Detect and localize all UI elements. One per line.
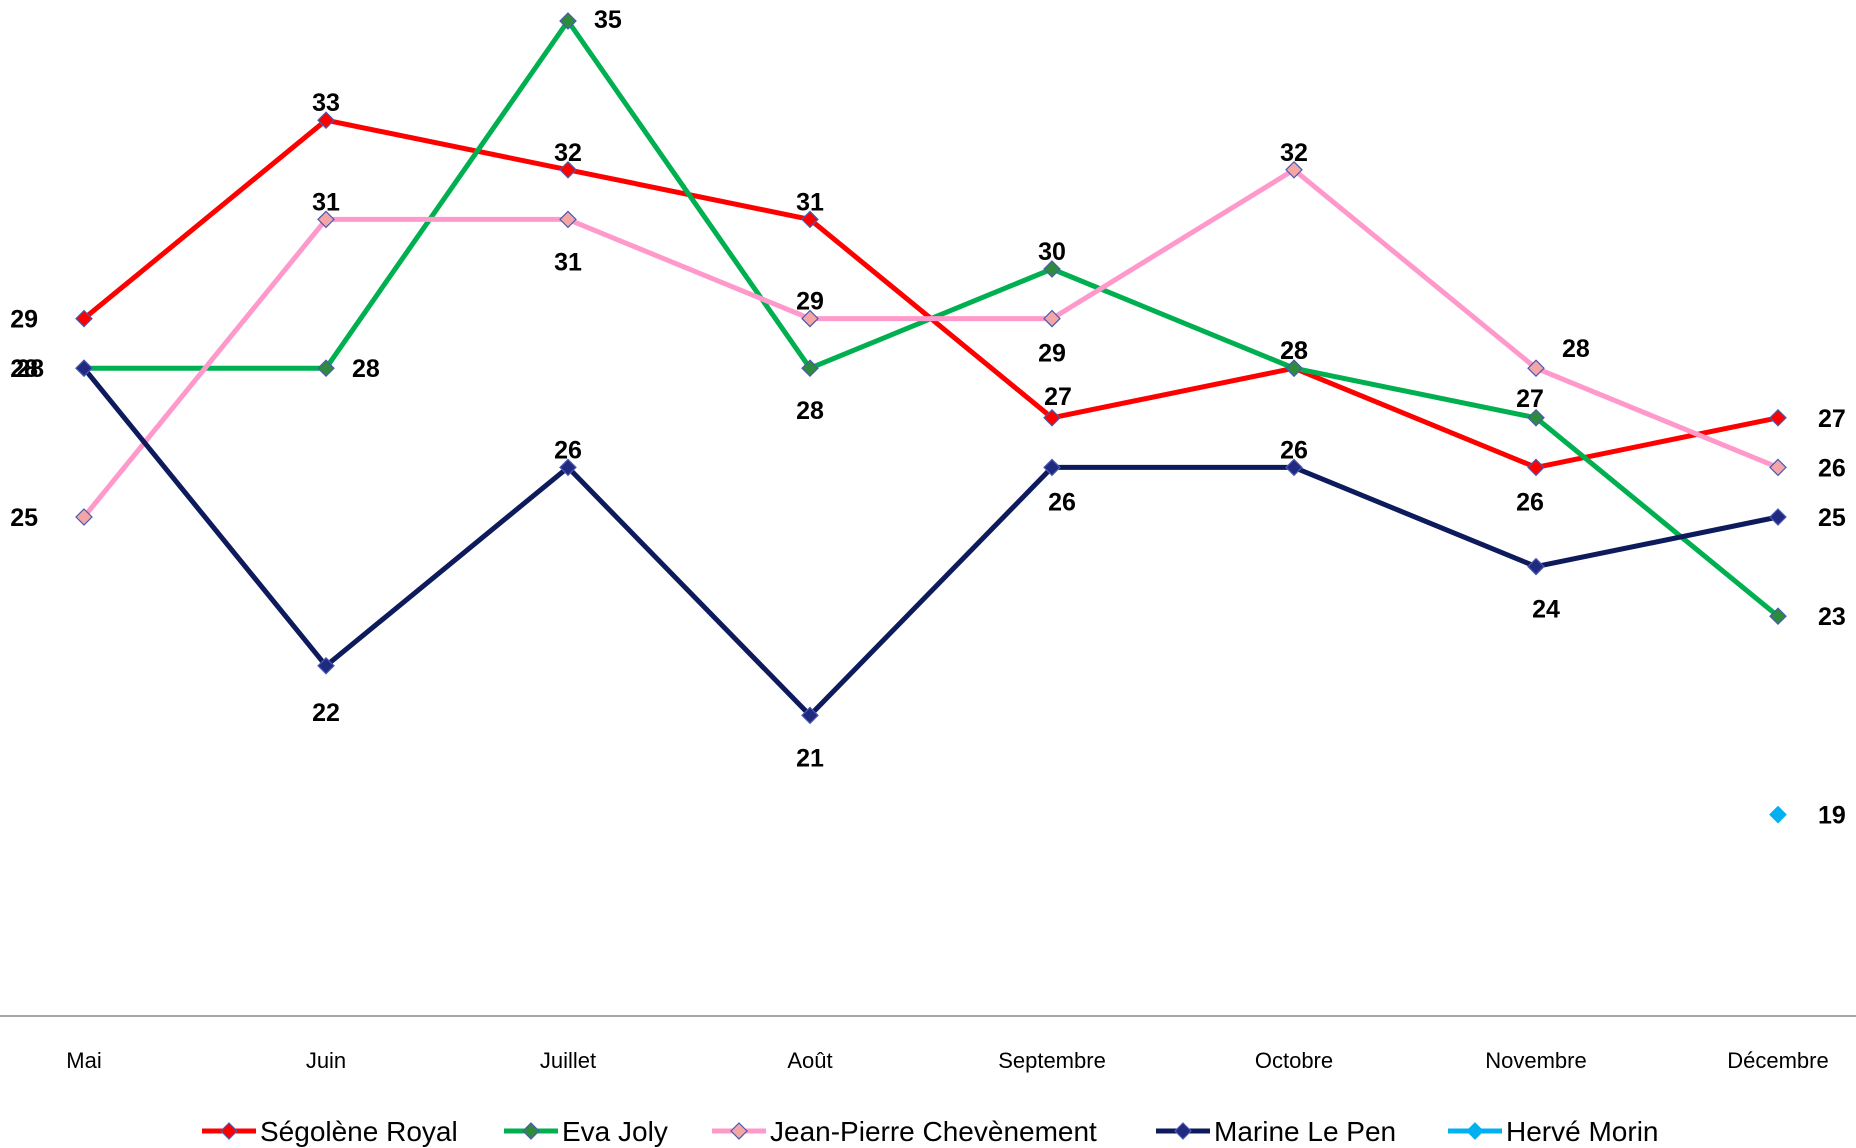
data-label-marine-le-pen-mai: 28	[16, 355, 44, 383]
point-eva-joly-decembre	[1769, 607, 1787, 626]
point-segolene-royal-aout	[801, 210, 819, 229]
point-eva-joly-septembre	[1043, 260, 1061, 278]
data-label-marine-le-pen-juillet: 26	[554, 436, 582, 464]
point-marine-le-pen-decembre	[1769, 508, 1787, 526]
legend-swatch-marker-segolene-royal	[220, 1122, 238, 1140]
series-jean-pierre-chevenement	[75, 160, 1787, 526]
point-segolene-royal-mai	[75, 309, 93, 328]
data-label-marine-le-pen-aout: 21	[796, 744, 824, 772]
point-segolene-royal-juin	[317, 111, 335, 130]
legend-label-herve-morin: Hervé Morin	[1506, 1116, 1658, 1147]
legend-label-jean-pierre-chevenement: Jean-Pierre Chevènement	[770, 1116, 1097, 1147]
data-label-eva-joly-aout: 28	[796, 397, 824, 425]
point-eva-joly-juillet	[559, 12, 577, 30]
series-marine-le-pen	[75, 359, 1787, 725]
series-herve-morin	[1769, 805, 1787, 824]
legend-item-eva-joly: Eva Joly	[504, 1116, 668, 1147]
data-label-jean-pierre-chevenement-juillet: 31	[554, 248, 582, 276]
data-label-marine-le-pen-septembre: 26	[1048, 488, 1076, 516]
legend: Ségolène Royal Eva Joly Jean-Pierre Chevèn…	[202, 1116, 1658, 1147]
x-tick-aout: Août	[787, 1048, 832, 1073]
x-tick-juillet: Juillet	[540, 1048, 596, 1073]
series-segolene-royal	[75, 111, 1787, 477]
x-tick-juin: Juin	[306, 1048, 346, 1073]
point-jean-pierre-chevenement-decembre	[1769, 458, 1787, 477]
data-label-herve-morin-decembre: 19	[1818, 802, 1846, 830]
legend-item-herve-morin: Hervé Morin	[1448, 1116, 1658, 1147]
data-label-marine-le-pen-octobre: 26	[1280, 436, 1308, 464]
data-label-segolene-royal-decembre: 27	[1818, 405, 1846, 433]
data-label-segolene-royal-mai: 29	[10, 306, 38, 334]
data-label-segolene-royal-novembre: 26	[1516, 488, 1544, 516]
point-marine-le-pen-aout	[801, 706, 819, 725]
data-label-marine-le-pen-novembre: 24	[1532, 596, 1560, 624]
data-label-segolene-royal-juin: 33	[312, 89, 340, 117]
data-label-segolene-royal-octobre: 28	[1280, 337, 1308, 365]
data-label-segolene-royal-juillet: 32	[554, 139, 582, 167]
point-jean-pierre-chevenement-aout	[801, 309, 819, 328]
data-label-jean-pierre-chevenement-septembre: 29	[1038, 340, 1066, 368]
legend-item-jean-pierre-chevenement: Jean-Pierre Chevènement	[712, 1116, 1097, 1147]
data-label-eva-joly-decembre: 23	[1818, 603, 1846, 631]
point-segolene-royal-septembre	[1043, 408, 1061, 427]
point-segolene-royal-novembre	[1527, 458, 1545, 477]
x-tick-octobre: Octobre	[1255, 1048, 1333, 1073]
data-label-eva-joly-juillet: 35	[594, 6, 622, 34]
legend-label-eva-joly: Eva Joly	[562, 1116, 668, 1147]
data-label-jean-pierre-chevenement-juin: 31	[312, 188, 340, 216]
point-marine-le-pen-septembre	[1043, 458, 1061, 477]
point-eva-joly-novembre	[1527, 408, 1545, 427]
data-label-jean-pierre-chevenement-aout: 29	[796, 288, 824, 316]
x-tick-mai: Mai	[66, 1048, 101, 1073]
legend-label-segolene-royal: Ségolène Royal	[260, 1116, 458, 1147]
series-layer	[75, 12, 1787, 824]
point-marine-le-pen-mai	[75, 359, 93, 378]
point-jean-pierre-chevenement-mai	[75, 508, 93, 526]
legend-item-segolene-royal: Ségolène Royal	[202, 1116, 458, 1147]
data-label-marine-le-pen-juin: 22	[312, 699, 340, 727]
data-label-jean-pierre-chevenement-novembre: 28	[1562, 335, 1590, 363]
data-label-eva-joly-novembre: 27	[1516, 385, 1544, 413]
data-label-segolene-royal-aout: 31	[796, 188, 824, 216]
x-tick-decembre: Décembre	[1727, 1048, 1828, 1073]
point-jean-pierre-chevenement-juin	[317, 210, 335, 229]
point-eva-joly-juin	[317, 359, 335, 378]
legend-label-marine-le-pen: Marine Le Pen	[1214, 1116, 1396, 1147]
data-label-eva-joly-septembre: 30	[1038, 238, 1066, 266]
legend-item-marine-le-pen: Marine Le Pen	[1156, 1116, 1396, 1147]
point-segolene-royal-juillet	[559, 160, 577, 179]
legend-swatch-marker-herve-morin	[1466, 1122, 1484, 1140]
point-marine-le-pen-juillet	[559, 458, 577, 477]
data-label-jean-pierre-chevenement-decembre: 26	[1818, 454, 1846, 482]
point-marine-le-pen-octobre	[1285, 458, 1303, 477]
point-marine-le-pen-juin	[317, 656, 335, 675]
point-eva-joly-octobre	[1285, 359, 1303, 378]
series-line-jean-pierre-chevenement	[82, 167, 1779, 519]
point-jean-pierre-chevenement-novembre	[1527, 359, 1545, 378]
x-axis-ticks: Mai Juin Juillet Août Septembre Octobre Novemb…	[66, 1048, 1828, 1073]
data-label-eva-joly-octobre: 28	[1280, 337, 1308, 365]
data-label-eva-joly-juin: 28	[352, 355, 380, 383]
point-jean-pierre-chevenement-octobre	[1285, 160, 1303, 179]
legend-swatch-marker-marine-le-pen	[1174, 1122, 1192, 1140]
data-label-jean-pierre-chevenement-mai: 25	[10, 504, 38, 532]
legend-swatch-marker-jean-pierre-chevenement	[730, 1122, 748, 1140]
data-label-segolene-royal-septembre: 27	[1044, 383, 1072, 411]
data-label-eva-joly-mai: 28	[10, 355, 38, 383]
point-jean-pierre-chevenement-juillet	[559, 210, 577, 229]
x-tick-novembre: Novembre	[1485, 1048, 1586, 1073]
point-marine-le-pen-novembre	[1527, 557, 1545, 576]
point-eva-joly-aout	[801, 359, 819, 378]
point-jean-pierre-chevenement-septembre	[1043, 309, 1061, 328]
data-label-marine-le-pen-decembre: 25	[1818, 504, 1846, 532]
data-label-jean-pierre-chevenement-octobre: 32	[1280, 139, 1308, 167]
series-line-marine-le-pen	[82, 366, 1779, 718]
point-segolene-royal-decembre	[1769, 408, 1787, 427]
point-herve-morin-decembre	[1769, 805, 1787, 824]
x-tick-septembre: Septembre	[998, 1048, 1106, 1073]
legend-swatch-marker-eva-joly	[522, 1122, 540, 1140]
